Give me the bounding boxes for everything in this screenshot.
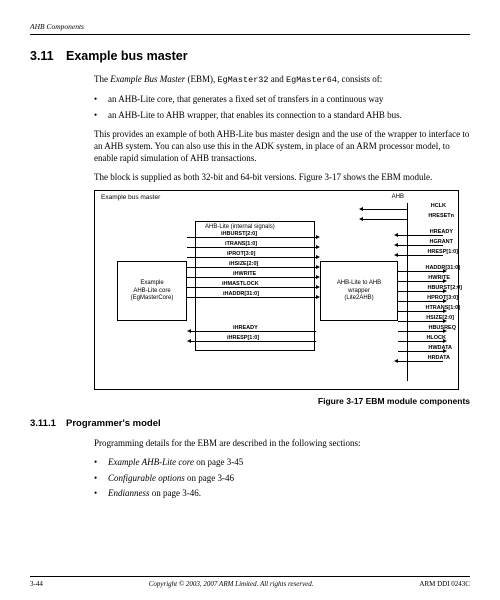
wrapper-box-line: AHB-Lite to AHB	[337, 280, 381, 288]
subsection-bullets: Example AHB-Lite core on page 3-45 Confi…	[94, 456, 470, 498]
sig-line	[398, 245, 443, 246]
diagram-outer-label: Example bus master	[101, 194, 160, 201]
copyright-text: Copyright © 2003, 2007 ARM Limited. All …	[149, 580, 314, 588]
ahb-label: AHB	[392, 194, 404, 200]
list-item: Configurable options on page 3-46	[94, 472, 470, 484]
sig-line	[187, 277, 316, 278]
signal-label: HADDR[31:0]	[425, 265, 460, 271]
sig-line	[398, 311, 443, 312]
sig-line	[398, 291, 443, 292]
intro-bullets: an AHB-Lite core, that generates a fixed…	[94, 93, 470, 120]
sig-line	[398, 321, 443, 322]
section-title: Example bus master	[66, 49, 188, 63]
signal-label: HRESP[1:0]	[427, 249, 458, 255]
list-item: Endianness on page 3-46.	[94, 487, 470, 499]
signal-label: HRESETn	[428, 213, 454, 219]
subsection-number: 3.11.1	[30, 418, 66, 429]
signal-label: HLOCK	[426, 335, 446, 341]
signal-label: HWRITE	[428, 275, 450, 281]
subsection-heading: 3.11.1Programmer's model	[30, 418, 470, 429]
sig-line	[398, 361, 443, 362]
signal-label: iHMASTLOCK	[222, 281, 259, 287]
footer-rule	[30, 576, 470, 577]
sig-line	[191, 331, 316, 332]
signal-label: HBUSREQ	[428, 325, 456, 331]
signal-label: HPROT[3:0]	[427, 295, 458, 301]
wrapper-box: AHB-Lite to AHB wrapper (Lite2AHB)	[320, 261, 398, 321]
sig-line	[398, 235, 443, 236]
signal-label: HBURST[2:0]	[427, 285, 462, 291]
core-box: Example AHB-Lite core (EgMasterCore)	[117, 261, 187, 321]
sig-line	[398, 301, 443, 302]
ebm-diagram: Example bus master AHB AHB-Lite (interna…	[94, 190, 459, 390]
signal-label: HTRANS[1:0]	[425, 305, 460, 311]
core-box-line: Example	[140, 280, 163, 288]
body-paragraph: The block is supplied as both 32-bit and…	[94, 171, 470, 183]
sig-line	[187, 297, 316, 298]
signal-label: HCLK	[431, 203, 446, 209]
signal-label: iHREADY	[233, 325, 258, 331]
signal-label: iHRESP[1:0]	[227, 335, 259, 341]
sig-line	[191, 341, 316, 342]
signal-label: iHADDR[31:0]	[223, 291, 259, 297]
ahb-bus-line	[407, 203, 408, 381]
core-box-line: AHB-Lite core	[133, 288, 170, 296]
sig-line	[187, 247, 316, 248]
core-box-line: (EgMasterCore)	[131, 295, 174, 303]
sig-line	[398, 351, 443, 352]
sig-line	[187, 287, 316, 288]
sig-line	[398, 331, 443, 332]
signal-label: HGRANT	[429, 239, 453, 245]
page-footer: 3-44 Copyright © 2003, 2007 ARM Limited.…	[30, 576, 470, 588]
sig-line	[187, 257, 316, 258]
sig-line	[363, 209, 408, 210]
list-item: an AHB-Lite core, that generates a fixed…	[94, 93, 470, 105]
doc-id: ARM DDI 0243C	[419, 580, 470, 588]
signal-label: HSIZE[2:0]	[426, 315, 454, 321]
running-header: AHB Components	[30, 22, 470, 31]
signal-label: iTRANS[1:0]	[225, 241, 257, 247]
subsection-title: Programmer's model	[66, 418, 161, 429]
signal-label: HRDATA	[428, 355, 450, 361]
sig-line	[398, 341, 443, 342]
wrapper-box-line: wrapper	[348, 288, 370, 296]
subsection-intro: Programming details for the EBM are desc…	[94, 437, 470, 449]
signal-label: iHSIZE[2:0]	[229, 261, 258, 267]
signal-label: iHBURST[2:0]	[221, 231, 257, 237]
list-item: Example AHB-Lite core on page 3-45	[94, 456, 470, 468]
signal-label: HREADY	[430, 229, 453, 235]
section-heading: 3.11Example bus master	[30, 49, 470, 63]
sig-line	[398, 255, 443, 256]
sig-line	[398, 271, 443, 272]
page-number: 3-44	[30, 580, 43, 588]
signal-label: iHWRITE	[233, 271, 256, 277]
wrapper-box-line: (Lite2AHB)	[344, 295, 373, 303]
sig-line	[187, 237, 316, 238]
internal-group-label: AHB-Lite (internal signals)	[205, 224, 275, 230]
sig-line	[398, 281, 443, 282]
figure-caption: Figure 3-17 EBM module components	[30, 396, 470, 406]
signal-label: iPROT[3:0]	[227, 251, 255, 257]
header-rule	[30, 34, 470, 35]
list-item: an AHB-Lite to AHB wrapper, that enables…	[94, 109, 470, 121]
intro-paragraph: The Example Bus Master (EBM), EgMaster32…	[94, 73, 470, 86]
body-paragraph: This provides an example of both AHB-Lit…	[94, 128, 470, 164]
sig-line	[363, 219, 408, 220]
sig-line	[187, 267, 316, 268]
section-number: 3.11	[30, 49, 66, 63]
signal-label: HWDATA	[428, 345, 452, 351]
